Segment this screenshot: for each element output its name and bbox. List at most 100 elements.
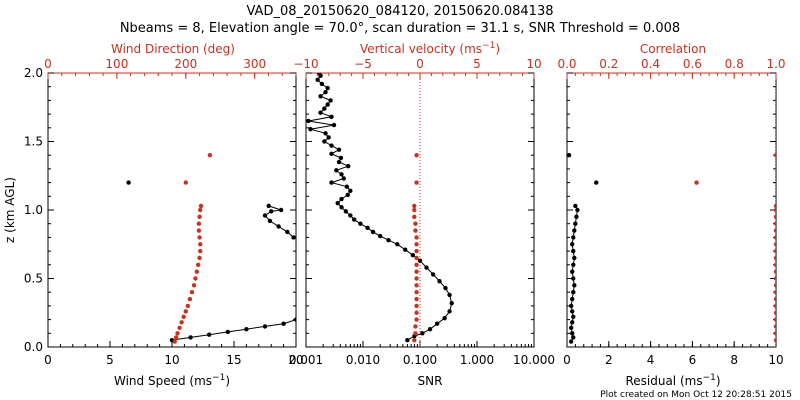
panel1-xtick-label: 15 xyxy=(226,353,241,367)
vertical-velocity-point xyxy=(414,296,419,302)
panel3-top-tick-label: 1.0 xyxy=(766,57,785,71)
wind-direction-point xyxy=(177,325,182,331)
snr-point xyxy=(344,184,350,189)
wind-direction-point xyxy=(179,320,184,325)
panel3-xtick-label: 6 xyxy=(689,353,697,367)
vertical-velocity-point xyxy=(413,324,418,329)
panel2-x-label: SNR xyxy=(418,374,443,388)
snr-point xyxy=(334,168,339,173)
snr-point xyxy=(427,326,433,332)
snr-point xyxy=(322,139,327,144)
y-tick-label: 2.0 xyxy=(24,66,43,80)
panel3-top-tick-label: 0.4 xyxy=(641,57,660,71)
snr-point xyxy=(447,292,452,298)
panel2-top-tick-label: 10 xyxy=(526,57,541,71)
wind-direction-point xyxy=(197,255,202,261)
vertical-velocity-point xyxy=(412,214,417,220)
panel1-x-label-sup: −1 xyxy=(212,373,225,383)
snr-point xyxy=(348,188,353,194)
vertical-velocity-point xyxy=(414,276,419,281)
wind-speed-point xyxy=(225,329,230,335)
wind-speed-point xyxy=(293,317,296,322)
panel1-top-tick-label: 0 xyxy=(44,57,52,71)
snr-point xyxy=(323,89,328,95)
vertical-velocity-point xyxy=(414,262,419,267)
wind-direction-point xyxy=(195,262,201,267)
correlation-point xyxy=(773,310,776,315)
residual-point xyxy=(571,290,576,295)
residual-point xyxy=(570,309,575,314)
snr-point xyxy=(339,205,344,210)
snr-point xyxy=(358,221,363,226)
snr-point xyxy=(442,316,447,321)
residual-point xyxy=(568,325,574,331)
panel1-xtick-label: 10 xyxy=(164,353,179,367)
residual-point xyxy=(575,207,580,213)
residual-point xyxy=(574,214,579,220)
panel3-top-tick-label: 0.2 xyxy=(599,57,618,71)
panel2-xtick-label: 10.000 xyxy=(513,353,555,367)
panel2-xtick-label: 0.100 xyxy=(403,353,437,367)
panel1-xtick-label: 20 xyxy=(288,353,303,367)
y-tick-label: 1.0 xyxy=(24,203,43,217)
correlation-point xyxy=(773,296,776,302)
snr-point xyxy=(370,229,376,235)
snr-point xyxy=(329,180,334,185)
panel1-top-tick-label: 200 xyxy=(174,57,197,71)
vertical-velocity-point xyxy=(414,235,419,240)
correlation-point xyxy=(773,337,776,343)
snr-point xyxy=(395,242,400,247)
wind-speed-upper-point xyxy=(267,218,273,224)
vertical-velocity-point xyxy=(412,337,417,343)
correlation-point xyxy=(773,324,776,329)
panel1-xtick-label: 0 xyxy=(44,353,52,367)
panel3-top-tick-label: 0.6 xyxy=(683,57,702,71)
residual-point xyxy=(571,235,576,240)
panel2-top-tick-label: 5 xyxy=(473,57,481,71)
wind-direction-point xyxy=(173,335,179,340)
residual-point xyxy=(570,242,575,247)
wind-direction-point xyxy=(187,296,193,302)
vertical-velocity-point xyxy=(413,331,418,336)
wind-speed-point xyxy=(207,332,212,337)
y-tick-label: 0.5 xyxy=(24,272,43,286)
snr-point xyxy=(323,131,328,136)
snr-point xyxy=(316,73,322,76)
correlation-point xyxy=(773,235,776,240)
residual-point xyxy=(572,228,577,233)
residual-point xyxy=(572,255,577,261)
chart-title-line2: Nbeams = 8, Elevation angle = 70.0°, sca… xyxy=(120,21,680,36)
wind-direction-point xyxy=(181,314,186,320)
vertical-velocity-point xyxy=(414,248,419,254)
panel1-top-tick-label: 100 xyxy=(105,57,128,71)
snr-point xyxy=(329,151,334,157)
vertical-velocity-point xyxy=(414,290,419,295)
vertical-velocity-point xyxy=(414,310,419,315)
residual-point xyxy=(571,314,576,320)
residual-point xyxy=(572,283,577,288)
panel3-x-label-close: ) xyxy=(716,374,721,388)
snr-point xyxy=(346,163,351,169)
wind-direction-point xyxy=(196,221,202,226)
snr-point xyxy=(339,172,344,177)
panel2-top-label: Vertical velocity (ms−1) xyxy=(360,41,500,56)
correlation-point xyxy=(773,255,776,261)
wind-speed-upper-point xyxy=(276,224,281,229)
wind-direction-point xyxy=(207,153,213,158)
snr-point xyxy=(322,106,327,111)
residual-point xyxy=(570,320,575,325)
vertical-velocity-point xyxy=(412,207,417,213)
snr-point xyxy=(336,159,342,165)
wind-speed-isolated-point xyxy=(126,180,131,185)
panel3-xtick-label: 8 xyxy=(730,353,738,367)
snr-line xyxy=(308,73,453,341)
vertical-velocity-point xyxy=(413,221,418,226)
snr-point xyxy=(318,94,323,99)
wind-direction-point xyxy=(175,331,180,336)
wind-direction-point xyxy=(191,283,197,288)
panel2-series xyxy=(306,73,454,347)
wind-speed-point xyxy=(262,324,268,329)
panel3-xtick-label: 2 xyxy=(605,353,613,367)
panel3-x-label-text: Residual (ms xyxy=(625,374,702,388)
